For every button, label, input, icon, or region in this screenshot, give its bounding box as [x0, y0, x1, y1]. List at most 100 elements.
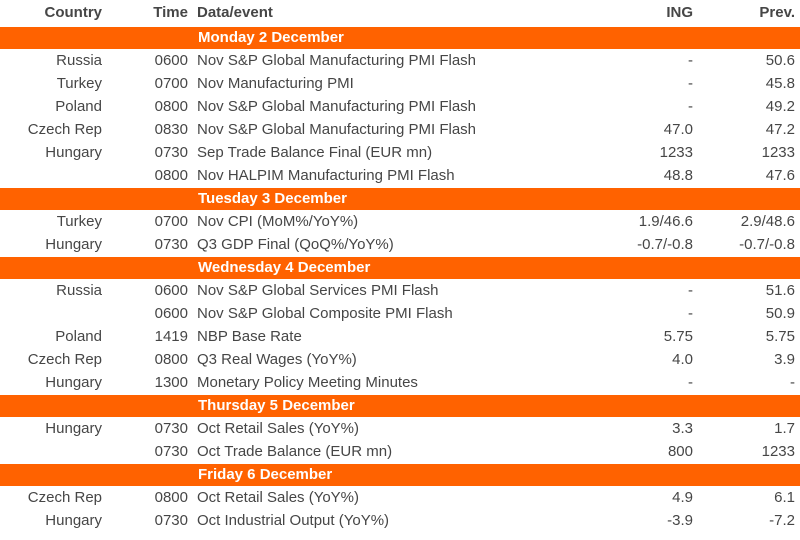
- ing-cell: 4.0: [672, 351, 693, 368]
- event-cell: Nov S&P Global Manufacturing PMI Flash: [197, 121, 477, 138]
- country-cell: Poland: [55, 328, 102, 345]
- time-cell: 1300: [154, 373, 188, 391]
- prev-cell: 47.6: [765, 166, 795, 184]
- table-row: Hungary 0730 Oct Retail Sales (YoY%) 3.3 1.7: [0, 417, 800, 440]
- table-row: Poland 0800 Nov S&P Global Manufacturing P…: [0, 95, 800, 118]
- section-row: Wednesday 4 December: [0, 255, 800, 280]
- time-cell: 0730: [154, 144, 188, 161]
- section-row: Tuesday 3 December: [0, 186, 800, 211]
- country-cell: Turkey: [56, 213, 102, 231]
- section-day-label: Tuesday 3 December: [0, 186, 800, 211]
- prev-cell: 47.2: [765, 121, 795, 138]
- time-cell: 0700: [154, 75, 188, 92]
- ing-cell: -: [688, 98, 693, 115]
- event-cell: Nov Manufacturing PMI: [197, 75, 354, 92]
- country-cell: Czech Rep: [27, 351, 102, 368]
- time-cell: 0730: [154, 512, 188, 529]
- col-header-ing: ING: [666, 4, 693, 22]
- event-cell: Q3 Real Wages (YoY%): [197, 351, 357, 368]
- table-row: Turkey 0700 Nov Manufacturing PMI - 45.8: [0, 72, 800, 95]
- event-cell: Nov CPI (MoM%/YoY%): [197, 213, 359, 231]
- time-cell: 1419: [154, 328, 188, 345]
- time-cell: 0600: [154, 305, 188, 322]
- time-cell: 0700: [154, 213, 188, 231]
- prev-cell: 49.2: [765, 98, 795, 115]
- col-header-prev: Prev.: [759, 4, 795, 22]
- ing-cell: 5.75: [663, 328, 693, 345]
- event-cell: Sep Trade Balance Final (EUR mn): [197, 144, 433, 161]
- prev-cell: 1.7: [774, 420, 795, 438]
- section-day-label: Thursday 5 December: [0, 393, 800, 418]
- prev-cell: -7.2: [769, 512, 795, 529]
- country-cell: [0, 164, 108, 187]
- ing-cell: 48.8: [663, 166, 693, 184]
- col-header-data-event: Data/event: [197, 4, 273, 22]
- table-header-row: Country Time Data/event ING Prev.: [0, 0, 800, 26]
- prev-cell: 1233: [761, 442, 795, 460]
- ing-cell: -: [688, 52, 693, 70]
- ing-cell: -: [688, 282, 693, 300]
- table-row: Hungary 1300 Monetary Policy Meeting Minut…: [0, 371, 800, 394]
- time-cell: 0730: [154, 235, 188, 253]
- section-row: Friday 6 December: [0, 462, 800, 487]
- time-cell: 0730: [154, 442, 188, 460]
- prev-cell: -: [790, 373, 795, 391]
- time-cell: 0800: [154, 351, 188, 368]
- ing-cell: -3.9: [667, 512, 693, 529]
- event-cell: Oct Retail Sales (YoY%): [197, 489, 360, 507]
- prev-cell: -0.7/-0.8: [739, 235, 795, 253]
- table-row: Hungary 0730 Q3 GDP Final (QoQ%/YoY%) -0.7/…: [0, 233, 800, 256]
- event-cell: Oct Industrial Output (YoY%): [197, 512, 390, 529]
- prev-cell: 50.6: [765, 52, 795, 70]
- country-cell: Hungary: [45, 144, 102, 161]
- country-cell: Hungary: [45, 420, 102, 438]
- table-row: Poland 1419 NBP Base Rate 5.75 5.75: [0, 325, 800, 348]
- table-body: Monday 2 December Russia 0600 Nov S&P Globa…: [0, 25, 800, 532]
- time-cell: 0600: [154, 282, 188, 300]
- event-cell: Oct Trade Balance (EUR mn): [197, 442, 393, 460]
- event-cell: Nov S&P Global Composite PMI Flash: [197, 305, 453, 322]
- event-cell: Nov S&P Global Services PMI Flash: [197, 282, 439, 300]
- time-cell: 0800: [154, 98, 188, 115]
- ing-cell: -: [688, 75, 693, 92]
- time-cell: 0800: [154, 166, 188, 184]
- section-day-label: Wednesday 4 December: [0, 255, 800, 280]
- ing-cell: -0.7/-0.8: [637, 235, 693, 253]
- country-cell: Hungary: [45, 512, 102, 529]
- ing-cell: -: [688, 373, 693, 391]
- table-row: 0800 Nov HALPIM Manufacturing PMI Flash 48…: [0, 164, 800, 187]
- country-cell: [0, 440, 108, 463]
- country-cell: [0, 302, 108, 325]
- country-cell: Czech Rep: [27, 489, 102, 507]
- country-cell: Poland: [55, 98, 102, 115]
- event-cell: Q3 GDP Final (QoQ%/YoY%): [197, 235, 394, 253]
- time-cell: 0830: [154, 121, 188, 138]
- time-cell: 0600: [154, 52, 188, 70]
- section-day-label: Friday 6 December: [0, 462, 800, 487]
- table-row: Russia 0600 Nov S&P Global Services PMI Fl…: [0, 279, 800, 302]
- prev-cell: 51.6: [765, 282, 795, 300]
- table-row: 0600 Nov S&P Global Composite PMI Flash - 5…: [0, 302, 800, 325]
- ing-cell: 4.9: [672, 489, 693, 507]
- table-row: Czech Rep 0800 Q3 Real Wages (YoY%) 4.0 3.9: [0, 348, 800, 371]
- table-row: Russia 0600 Nov S&P Global Manufacturing P…: [0, 49, 800, 72]
- table-row: Hungary 0730 Sep Trade Balance Final (EUR …: [0, 141, 800, 164]
- country-cell: Turkey: [56, 75, 102, 92]
- ing-cell: 1233: [659, 144, 693, 161]
- section-day-label: Monday 2 December: [0, 25, 800, 50]
- prev-cell: 50.9: [765, 305, 795, 322]
- country-cell: Hungary: [45, 235, 102, 253]
- country-cell: Czech Rep: [27, 121, 102, 138]
- ing-cell: 47.0: [663, 121, 693, 138]
- time-cell: 0800: [154, 489, 188, 507]
- ing-cell: 1.9/46.6: [638, 213, 693, 231]
- table-row: 0730 Oct Trade Balance (EUR mn) 800 1233: [0, 440, 800, 463]
- event-cell: Oct Retail Sales (YoY%): [197, 420, 360, 438]
- ing-cell: 800: [667, 442, 693, 460]
- prev-cell: 3.9: [774, 351, 795, 368]
- event-cell: Monetary Policy Meeting Minutes: [197, 373, 418, 391]
- event-cell: Nov HALPIM Manufacturing PMI Flash: [197, 166, 455, 184]
- event-cell: Nov S&P Global Manufacturing PMI Flash: [197, 98, 477, 115]
- event-cell: NBP Base Rate: [197, 328, 302, 345]
